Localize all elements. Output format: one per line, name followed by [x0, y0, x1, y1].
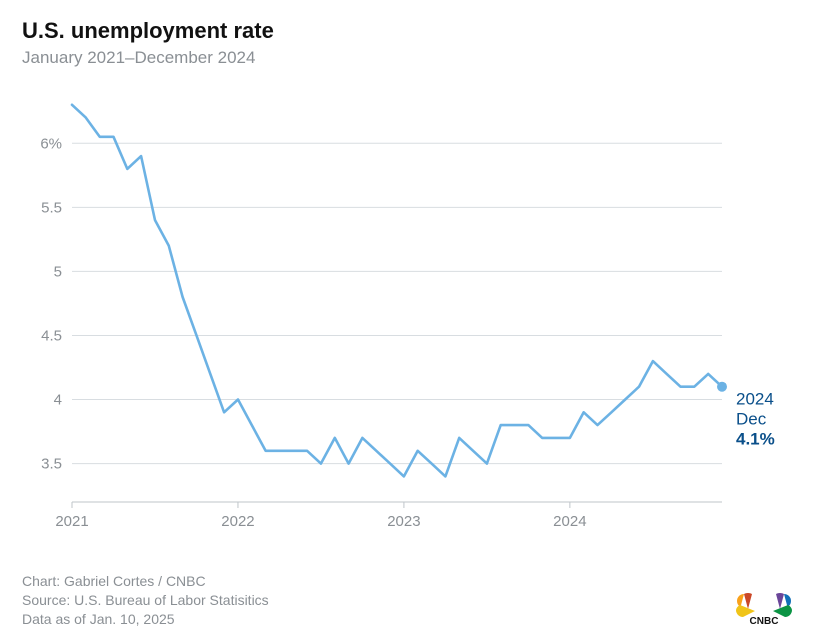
chart-area: 3.544.555.56%20212022202320242024Dec4.1%	[22, 82, 795, 542]
logo-text: CNBC	[750, 616, 779, 625]
x-tick-label: 2023	[387, 513, 420, 530]
x-tick-label: 2021	[55, 513, 88, 530]
line-chart: 3.544.555.56%20212022202320242024Dec4.1%	[22, 82, 795, 542]
y-tick-label: 3.5	[41, 456, 62, 473]
unemployment-line	[72, 105, 722, 477]
y-tick-label: 5.5	[41, 199, 62, 216]
y-tick-label: 6%	[40, 135, 62, 152]
cnbc-logo: CNBC	[733, 591, 795, 625]
chart-card: U.S. unemployment rate January 2021–Dece…	[0, 0, 817, 643]
endpoint-label-year: 2024	[736, 390, 774, 409]
footer-source: Source: U.S. Bureau of Labor Statisitics	[22, 591, 269, 610]
endpoint-marker	[717, 382, 727, 392]
footer-asof: Data as of Jan. 10, 2025	[22, 610, 269, 629]
chart-footer: Chart: Gabriel Cortes / CNBC Source: U.S…	[22, 572, 269, 629]
x-tick-label: 2024	[553, 513, 586, 530]
y-tick-label: 5	[54, 263, 62, 280]
chart-title: U.S. unemployment rate	[22, 18, 795, 44]
footer-credit: Chart: Gabriel Cortes / CNBC	[22, 572, 269, 591]
x-tick-label: 2022	[221, 513, 254, 530]
y-tick-label: 4	[54, 392, 62, 409]
chart-subtitle: January 2021–December 2024	[22, 48, 795, 68]
endpoint-label-value: 4.1%	[736, 430, 775, 449]
y-tick-label: 4.5	[41, 327, 62, 344]
endpoint-label-month: Dec	[736, 410, 767, 429]
